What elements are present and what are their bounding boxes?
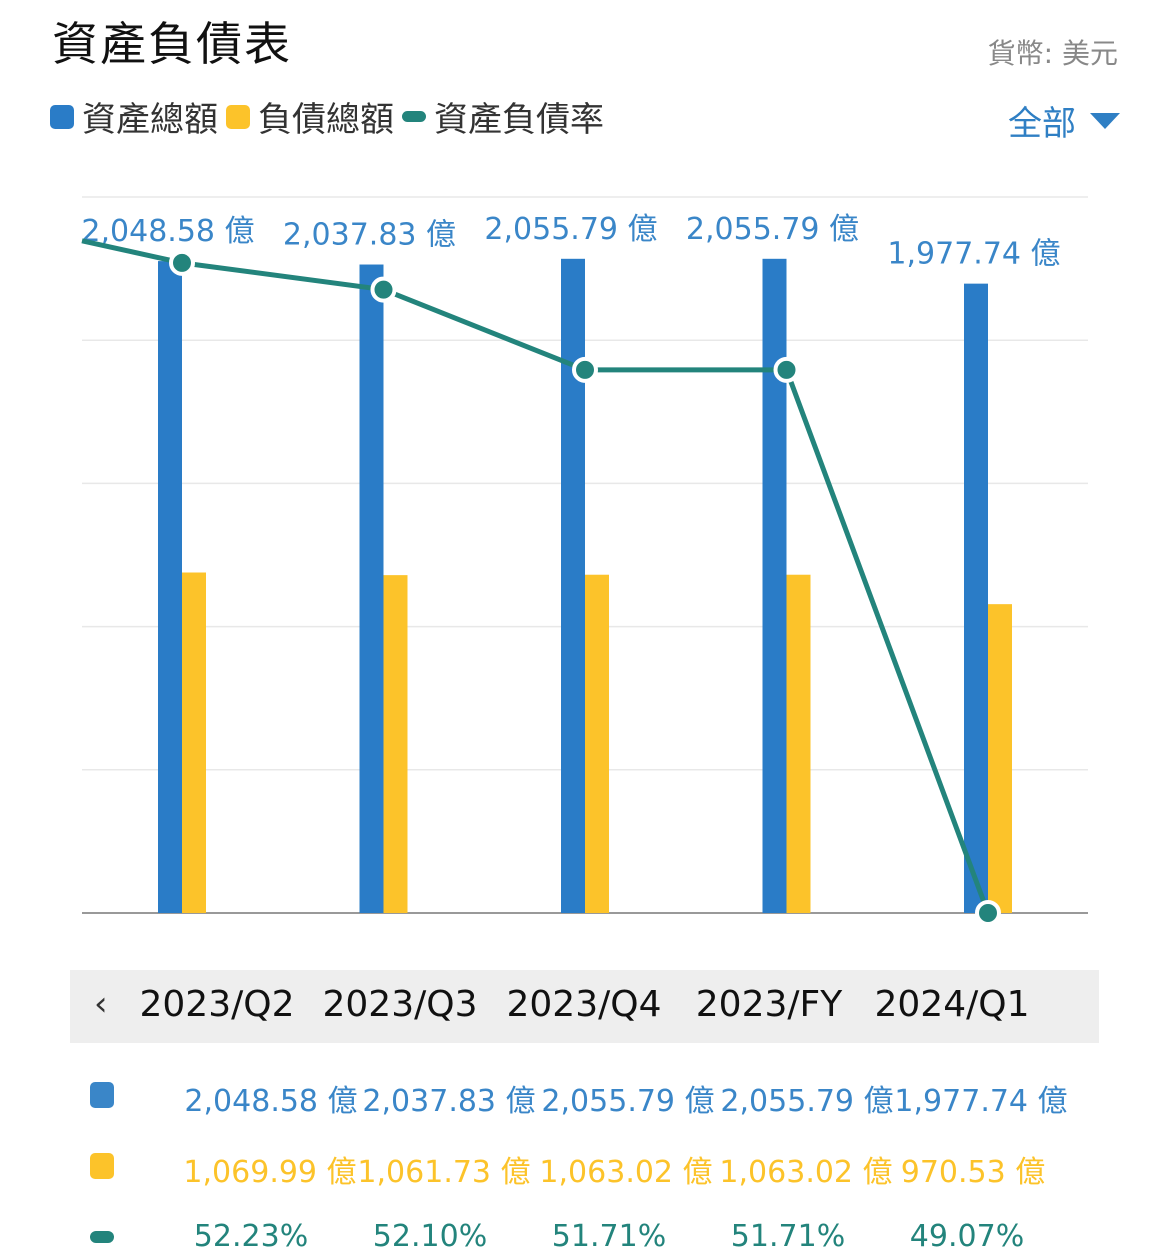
dropdown-triangle-icon <box>1090 112 1120 129</box>
assets-bar <box>762 258 787 913</box>
table-value: 51.71% <box>551 1219 667 1254</box>
liabilities-bar <box>988 604 1012 913</box>
legend-label: 負債總額 <box>258 100 394 140</box>
series-swatch-icon <box>90 1153 114 1179</box>
liabilities-bar <box>585 574 609 913</box>
x-axis-label: 2023/Q2 <box>139 984 295 1025</box>
ratio-point <box>773 356 800 383</box>
table-value: 52.10% <box>372 1219 488 1254</box>
table-value: 2,055.79 億 <box>541 1084 715 1119</box>
table-value: 970.53 億 <box>900 1155 1046 1190</box>
liabilities-swatch-icon <box>226 104 250 129</box>
ratio-point <box>975 900 1001 926</box>
page-title: 資產負債表 <box>52 17 292 71</box>
legend-item-assets[interactable]: 資產總額 <box>50 92 218 141</box>
assets-bar <box>964 283 988 914</box>
currency-label: 貨幣: 美元 <box>987 37 1118 70</box>
x-axis-label: 2023/FY <box>695 984 843 1025</box>
x-axis-label: 2023/Q4 <box>506 984 662 1025</box>
filter-label: 全部 <box>1008 104 1076 144</box>
series-swatch-icon <box>90 1082 114 1108</box>
ratio-line-icon <box>90 1231 114 1243</box>
legend-item-liabilities[interactable]: 負債總額 <box>226 92 394 141</box>
ratio-value-row: 52.23% 52.10% 51.71% 51.71% 49.07% <box>0 1217 1170 1257</box>
table-value: 2,048.58 億 <box>184 1084 358 1119</box>
assets-data-label: 2,055.79 億 <box>484 212 657 247</box>
table-value: 1,063.02 億 <box>719 1155 893 1190</box>
legend-label: 資產負債率 <box>434 100 604 140</box>
ratio-line <box>81 238 991 914</box>
assets-value-row: 2,048.58 億 2,037.83 億 2,055.79 億 2,055.79 億… <box>0 1074 1170 1119</box>
x-axis-period-bar: ‹ 2023/Q2 2023/Q3 2023/Q4 2023/FY 2024/Q1 <box>70 970 1099 1043</box>
assets-data-label: 1,977.74 億 <box>887 237 1060 272</box>
legend-label: 資產總額 <box>82 100 218 140</box>
liabilities-bar <box>182 572 206 913</box>
assets-bar <box>359 264 384 913</box>
ratio-point <box>370 276 397 303</box>
table-value: 49.07% <box>909 1219 1025 1254</box>
assets-swatch-icon <box>50 104 74 129</box>
legend-item-ratio[interactable]: 資產負債率 <box>402 92 604 141</box>
ratio-line-icon <box>402 111 426 122</box>
table-value: 51.71% <box>730 1219 846 1254</box>
table-value: 2,055.79 億 <box>720 1084 894 1119</box>
assets-data-label: 2,037.83 億 <box>283 218 456 253</box>
table-value: 1,069.99 億 <box>183 1155 357 1190</box>
liabilities-value-row: 1,069.99 億 1,061.73 億 1,063.02 億 1,063.02 億… <box>0 1145 1170 1190</box>
table-value: 1,063.02 億 <box>539 1155 713 1190</box>
assets-bar <box>561 258 585 913</box>
balance-sheet-chart: 2,048.58 億 2,037.83 億 2,055.79 億 2,055.79 億… <box>81 196 1088 926</box>
ratio-point <box>169 249 195 276</box>
table-value: 1,977.74 億 <box>894 1084 1068 1119</box>
assets-data-label: 2,055.79 億 <box>686 212 859 247</box>
liabilities-bar <box>383 575 408 913</box>
assets-bar <box>158 261 182 913</box>
legend: 資產總額 負債總額 資產負債率 <box>50 92 612 141</box>
x-axis-label: 2024/Q1 <box>874 984 1030 1025</box>
ratio-point <box>572 356 598 383</box>
table-value: 52.23% <box>193 1219 309 1254</box>
previous-periods-chevron-icon[interactable]: ‹ <box>94 984 108 1024</box>
table-value: 2,037.83 億 <box>362 1084 536 1119</box>
assets-data-label: 2,048.58 億 <box>81 214 254 249</box>
liabilities-bar <box>786 574 811 913</box>
x-axis-label: 2023/Q3 <box>322 984 478 1025</box>
period-filter-dropdown[interactable]: 全部 <box>1008 96 1120 145</box>
table-value: 1,061.73 億 <box>357 1155 531 1190</box>
